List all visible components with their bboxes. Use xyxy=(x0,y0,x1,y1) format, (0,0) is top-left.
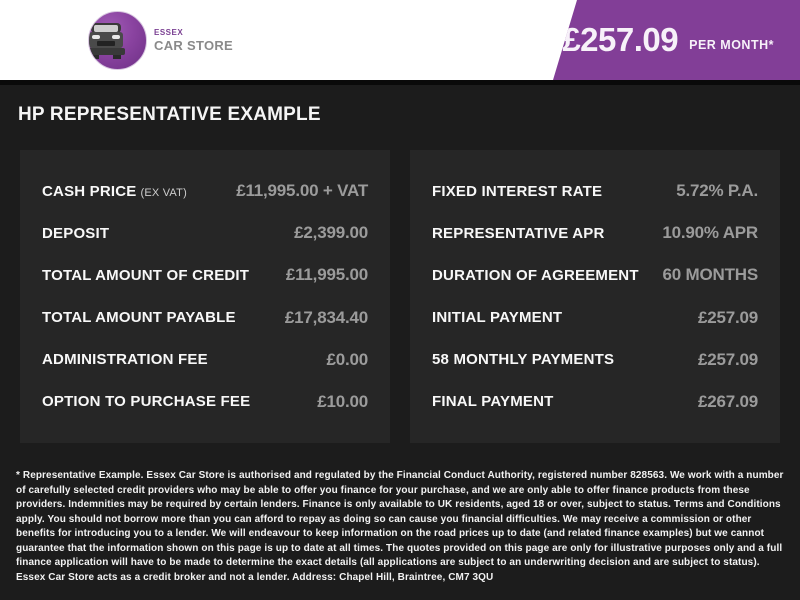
row-label: REPRESENTATIVE APR xyxy=(432,224,605,242)
page-title: HP REPRESENTATIVE EXAMPLE xyxy=(18,104,321,125)
car-front-icon xyxy=(89,22,125,59)
row-value: £11,995.00 + VAT xyxy=(236,181,368,200)
legal-disclaimer: * Representative Example. Essex Car Stor… xyxy=(16,470,784,583)
finance-panel-right: FIXED INTEREST RATE 5.72% P.A. REPRESENT… xyxy=(410,150,780,443)
row-value: £267.09 xyxy=(697,391,758,411)
row-initial-payment: INITIAL PAYMENT £257.09 xyxy=(432,297,758,339)
row-option-to-purchase-fee: OPTION TO PURCHASE FEE £10.00 xyxy=(42,381,368,423)
logo-brand-bottom: CAR STORE xyxy=(154,37,234,53)
row-representative-apr: REPRESENTATIVE APR 10.90% APR xyxy=(432,212,758,254)
row-value: 5.72% P.A. xyxy=(676,181,758,200)
monthly-price: £257.09 xyxy=(562,21,679,58)
row-label: FIXED INTEREST RATE xyxy=(432,182,603,200)
finance-panel-left: CASH PRICE (EX VAT) £11,995.00 + VAT DEPO… xyxy=(20,150,390,443)
row-cash-price: CASH PRICE (EX VAT) £11,995.00 + VAT xyxy=(42,170,368,212)
row-total-amount-of-credit: TOTAL AMOUNT OF CREDIT £11,995.00 xyxy=(42,254,368,296)
logo-brand-top: ESSEX xyxy=(154,27,184,37)
row-label: CASH PRICE xyxy=(42,182,137,200)
row-final-payment: FINAL PAYMENT £267.09 xyxy=(432,381,758,423)
row-value: £11,995.00 xyxy=(285,265,368,285)
essex-car-store-logo: ESSEX CAR STORE xyxy=(88,10,233,70)
row-value: £17,834.40 xyxy=(284,307,368,327)
row-label: INITIAL PAYMENT xyxy=(432,309,563,327)
row-label: OPTION TO PURCHASE FEE xyxy=(42,393,251,411)
row-value: £10.00 xyxy=(317,391,368,411)
logo-car-icon xyxy=(88,10,147,70)
row-value: 10.90% APR xyxy=(662,223,758,243)
row-value: 60 MONTHS xyxy=(662,265,759,285)
row-administration-fee: ADMINISTRATION FEE £0.00 xyxy=(42,339,368,381)
row-total-amount-payable: TOTAL AMOUNT PAYABLE £17,834.40 xyxy=(42,297,368,339)
row-label: FINAL PAYMENT xyxy=(432,393,554,411)
header-divider xyxy=(0,80,800,85)
row-label: DURATION OF AGREEMENT xyxy=(432,266,639,284)
main-content: HP REPRESENTATIVE EXAMPLE CASH PRICE (EX … xyxy=(0,85,800,600)
row-label-note: (EX VAT) xyxy=(140,186,187,199)
row-monthly-payments: 58 MONTHLY PAYMENTS £257.09 xyxy=(432,339,758,381)
row-value: £257.09 xyxy=(697,307,758,327)
row-duration-of-agreement: DURATION OF AGREEMENT 60 MONTHS xyxy=(432,254,758,296)
per-month-label: PER MONTH* xyxy=(689,38,774,52)
row-deposit: DEPOSIT £2,399.00 xyxy=(42,212,368,254)
row-label: TOTAL AMOUNT PAYABLE xyxy=(42,309,236,327)
header: ESSEX CAR STORE £257.09 PER MONTH* xyxy=(0,0,800,80)
row-label: TOTAL AMOUNT OF CREDIT xyxy=(42,266,250,284)
row-fixed-interest-rate: FIXED INTEREST RATE 5.72% P.A. xyxy=(432,170,758,212)
row-value: £0.00 xyxy=(326,349,368,369)
row-value: £257.09 xyxy=(697,349,758,369)
logo-text: ESSEX CAR STORE xyxy=(154,27,234,53)
row-label: DEPOSIT xyxy=(42,224,110,242)
row-label: 58 MONTHLY PAYMENTS xyxy=(432,351,615,369)
monthly-price-banner: £257.09 PER MONTH* xyxy=(553,0,800,80)
row-value: £2,399.00 xyxy=(294,223,368,243)
row-label: ADMINISTRATION FEE xyxy=(42,351,208,369)
